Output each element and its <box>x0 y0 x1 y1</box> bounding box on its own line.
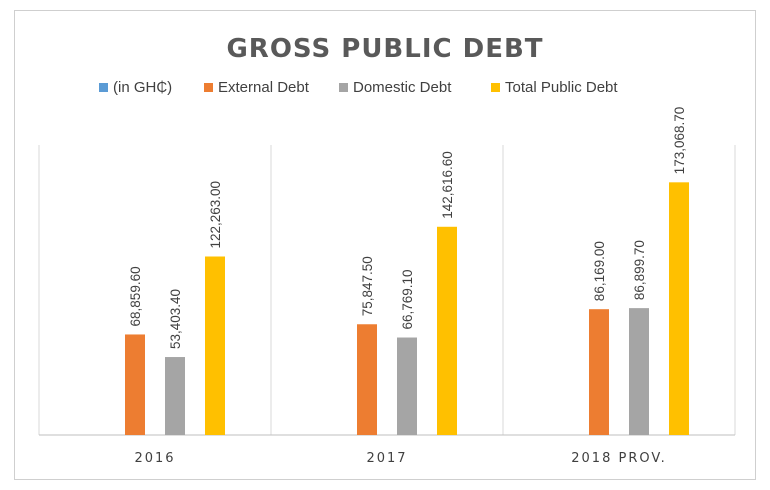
data-label-total-public-debt-2017: 142,616.60 <box>440 151 455 219</box>
bar-total-public-debt-2017 <box>437 226 457 435</box>
legend-swatch-4 <box>491 83 500 92</box>
bar-domestic-debt-2017 <box>397 337 417 435</box>
category-label-2016: 2016 <box>134 451 175 466</box>
bar-external-debt-2016 <box>125 334 145 435</box>
category-label-2017: 2017 <box>366 451 407 466</box>
bar-total-public-debt-2016 <box>205 256 225 435</box>
legend-label-1: (in GH₵) <box>113 79 172 96</box>
bar-domestic-debt-2016 <box>165 357 185 435</box>
legend-label-3: Domestic Debt <box>353 79 452 96</box>
legend: (in GH₵) External Debt Domestic Debt Total … <box>99 79 618 96</box>
bar-total-public-debt-2018-prov <box>669 182 689 435</box>
data-label-total-public-debt-2016: 122,263.00 <box>208 181 223 249</box>
data-label-domestic-debt-2016: 53,403.40 <box>168 289 183 349</box>
legend-swatch-3 <box>339 83 348 92</box>
bar-external-debt-2018-prov <box>589 309 609 435</box>
plot-area: 68,859.60 53,403.40 122,263.00 2016 75,847.5… <box>38 107 736 466</box>
data-label-external-debt-2016: 68,859.60 <box>128 266 143 326</box>
legend-swatch-2 <box>204 83 213 92</box>
bar-external-debt-2017 <box>357 324 377 435</box>
bar-domestic-debt-2018-prov <box>629 308 649 435</box>
data-label-external-debt-2017: 75,847.50 <box>360 256 375 316</box>
legend-swatch-1 <box>99 83 108 92</box>
legend-label-4: Total Public Debt <box>505 79 618 96</box>
data-label-total-public-debt-2018-prov: 173,068.70 <box>672 107 687 175</box>
category-label-2018-prov: 2018 PROV. <box>571 451 666 466</box>
data-label-domestic-debt-2017: 66,769.10 <box>400 269 415 329</box>
legend-label-2: External Debt <box>218 79 310 96</box>
chart-frame: GROSS PUBLIC DEBT (in GH₵) External Debt D… <box>14 10 756 480</box>
chart-title: GROSS PUBLIC DEBT <box>226 34 543 64</box>
chart-svg: GROSS PUBLIC DEBT (in GH₵) External Debt D… <box>38 34 736 466</box>
data-label-external-debt-2018-prov: 86,169.00 <box>592 241 607 301</box>
data-label-domestic-debt-2018-prov: 86,899.70 <box>632 240 647 300</box>
